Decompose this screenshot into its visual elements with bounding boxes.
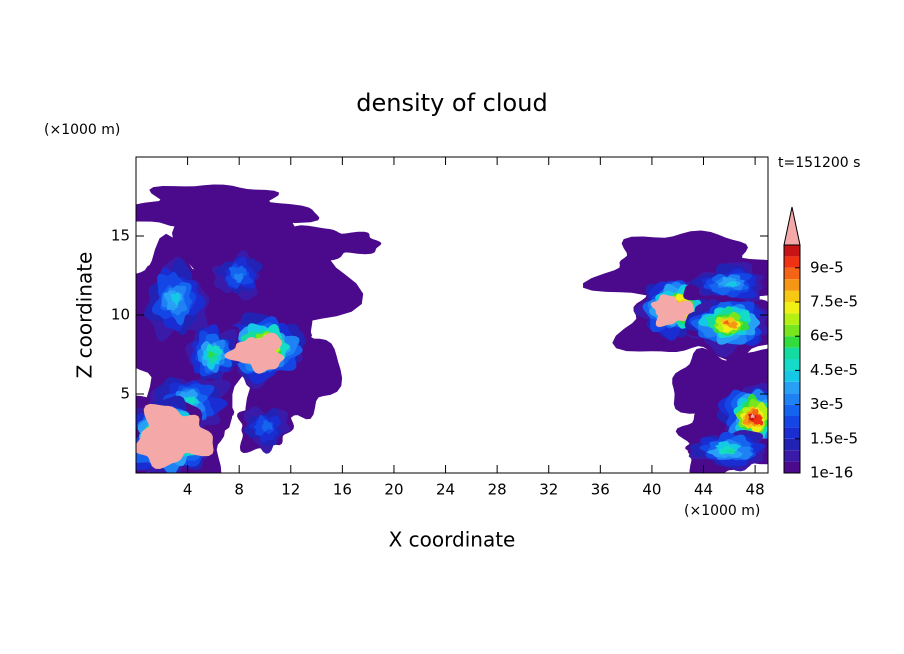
colorbar-box [784, 359, 800, 371]
colorbar-label: 3e-5 [810, 395, 844, 413]
colorbar-box [784, 404, 800, 416]
y-unit: (×1000 m) [44, 122, 120, 138]
y-tick-label: 10 [111, 306, 130, 324]
colorbar-box [784, 370, 800, 382]
x-tick-label: 48 [746, 481, 765, 499]
y-axis-label: Z coordinate [73, 252, 97, 379]
y-tick-label: 15 [111, 227, 130, 245]
colorbar-box [784, 461, 800, 473]
colorbar-box [784, 279, 800, 291]
colorbar-box [784, 302, 800, 314]
x-tick-label: 40 [642, 481, 661, 499]
x-tick-label: 16 [333, 481, 352, 499]
x-tick-label: 12 [281, 481, 300, 499]
cloud-region [136, 403, 214, 469]
colorbar-label: 6e-5 [810, 327, 844, 345]
x-axis-label: X coordinate [389, 528, 516, 552]
cloud-region [261, 420, 273, 432]
time-label: t=151200 s [778, 155, 860, 171]
cloud-region [208, 351, 215, 358]
y-tick-label: 5 [120, 385, 130, 403]
colorbar-frame [783, 244, 801, 474]
x-tick-label: 20 [384, 481, 403, 499]
colorbar-label: 1e-16 [810, 464, 853, 482]
colorbar-box [784, 267, 800, 280]
x-tick-label: 28 [488, 481, 507, 499]
colorbar-label: 7.5e-5 [810, 293, 858, 311]
colorbar-box [784, 245, 800, 257]
colorbar-label: 9e-5 [810, 258, 844, 276]
colorbar-box [784, 336, 800, 348]
x-unit: (×1000 m) [684, 503, 760, 519]
cloud-region [725, 281, 738, 288]
colorbar-box [784, 450, 800, 462]
x-tick-label: 4 [183, 481, 193, 499]
colorbar-label: 4.5e-5 [810, 361, 858, 379]
x-tick-label: 44 [694, 481, 713, 499]
cloud-region [751, 414, 764, 426]
colorbar-box [784, 347, 800, 359]
cloud-region [750, 413, 755, 419]
x-tick-label: 24 [436, 481, 455, 499]
cloud-region [723, 320, 730, 325]
cloud-region [185, 396, 196, 405]
colorbar-box [784, 393, 800, 405]
cloud-region [286, 225, 382, 263]
colorbar-box [784, 416, 800, 428]
colorbar-over [783, 206, 801, 246]
cloud-region [727, 321, 738, 329]
x-tick-label: 36 [591, 481, 610, 499]
colorbar-box [784, 381, 800, 394]
colorbar-label: 1.5e-5 [810, 429, 858, 447]
colorbar-box [784, 256, 800, 268]
cloud-region [233, 272, 244, 283]
cloud-region [725, 448, 736, 454]
cloud-region [650, 294, 695, 328]
colorbar-box [784, 324, 800, 337]
colorbar-box [784, 313, 800, 325]
cloud-region [224, 332, 285, 374]
x-tick-label: 32 [539, 481, 558, 499]
cloud-region [170, 291, 181, 306]
colorbar-box [784, 438, 800, 451]
x-tick-label: 8 [234, 481, 244, 499]
colorbar-box [784, 290, 800, 302]
contour-field [136, 184, 768, 473]
chart-title: density of cloud [356, 89, 547, 117]
colorbar-box [784, 427, 800, 439]
